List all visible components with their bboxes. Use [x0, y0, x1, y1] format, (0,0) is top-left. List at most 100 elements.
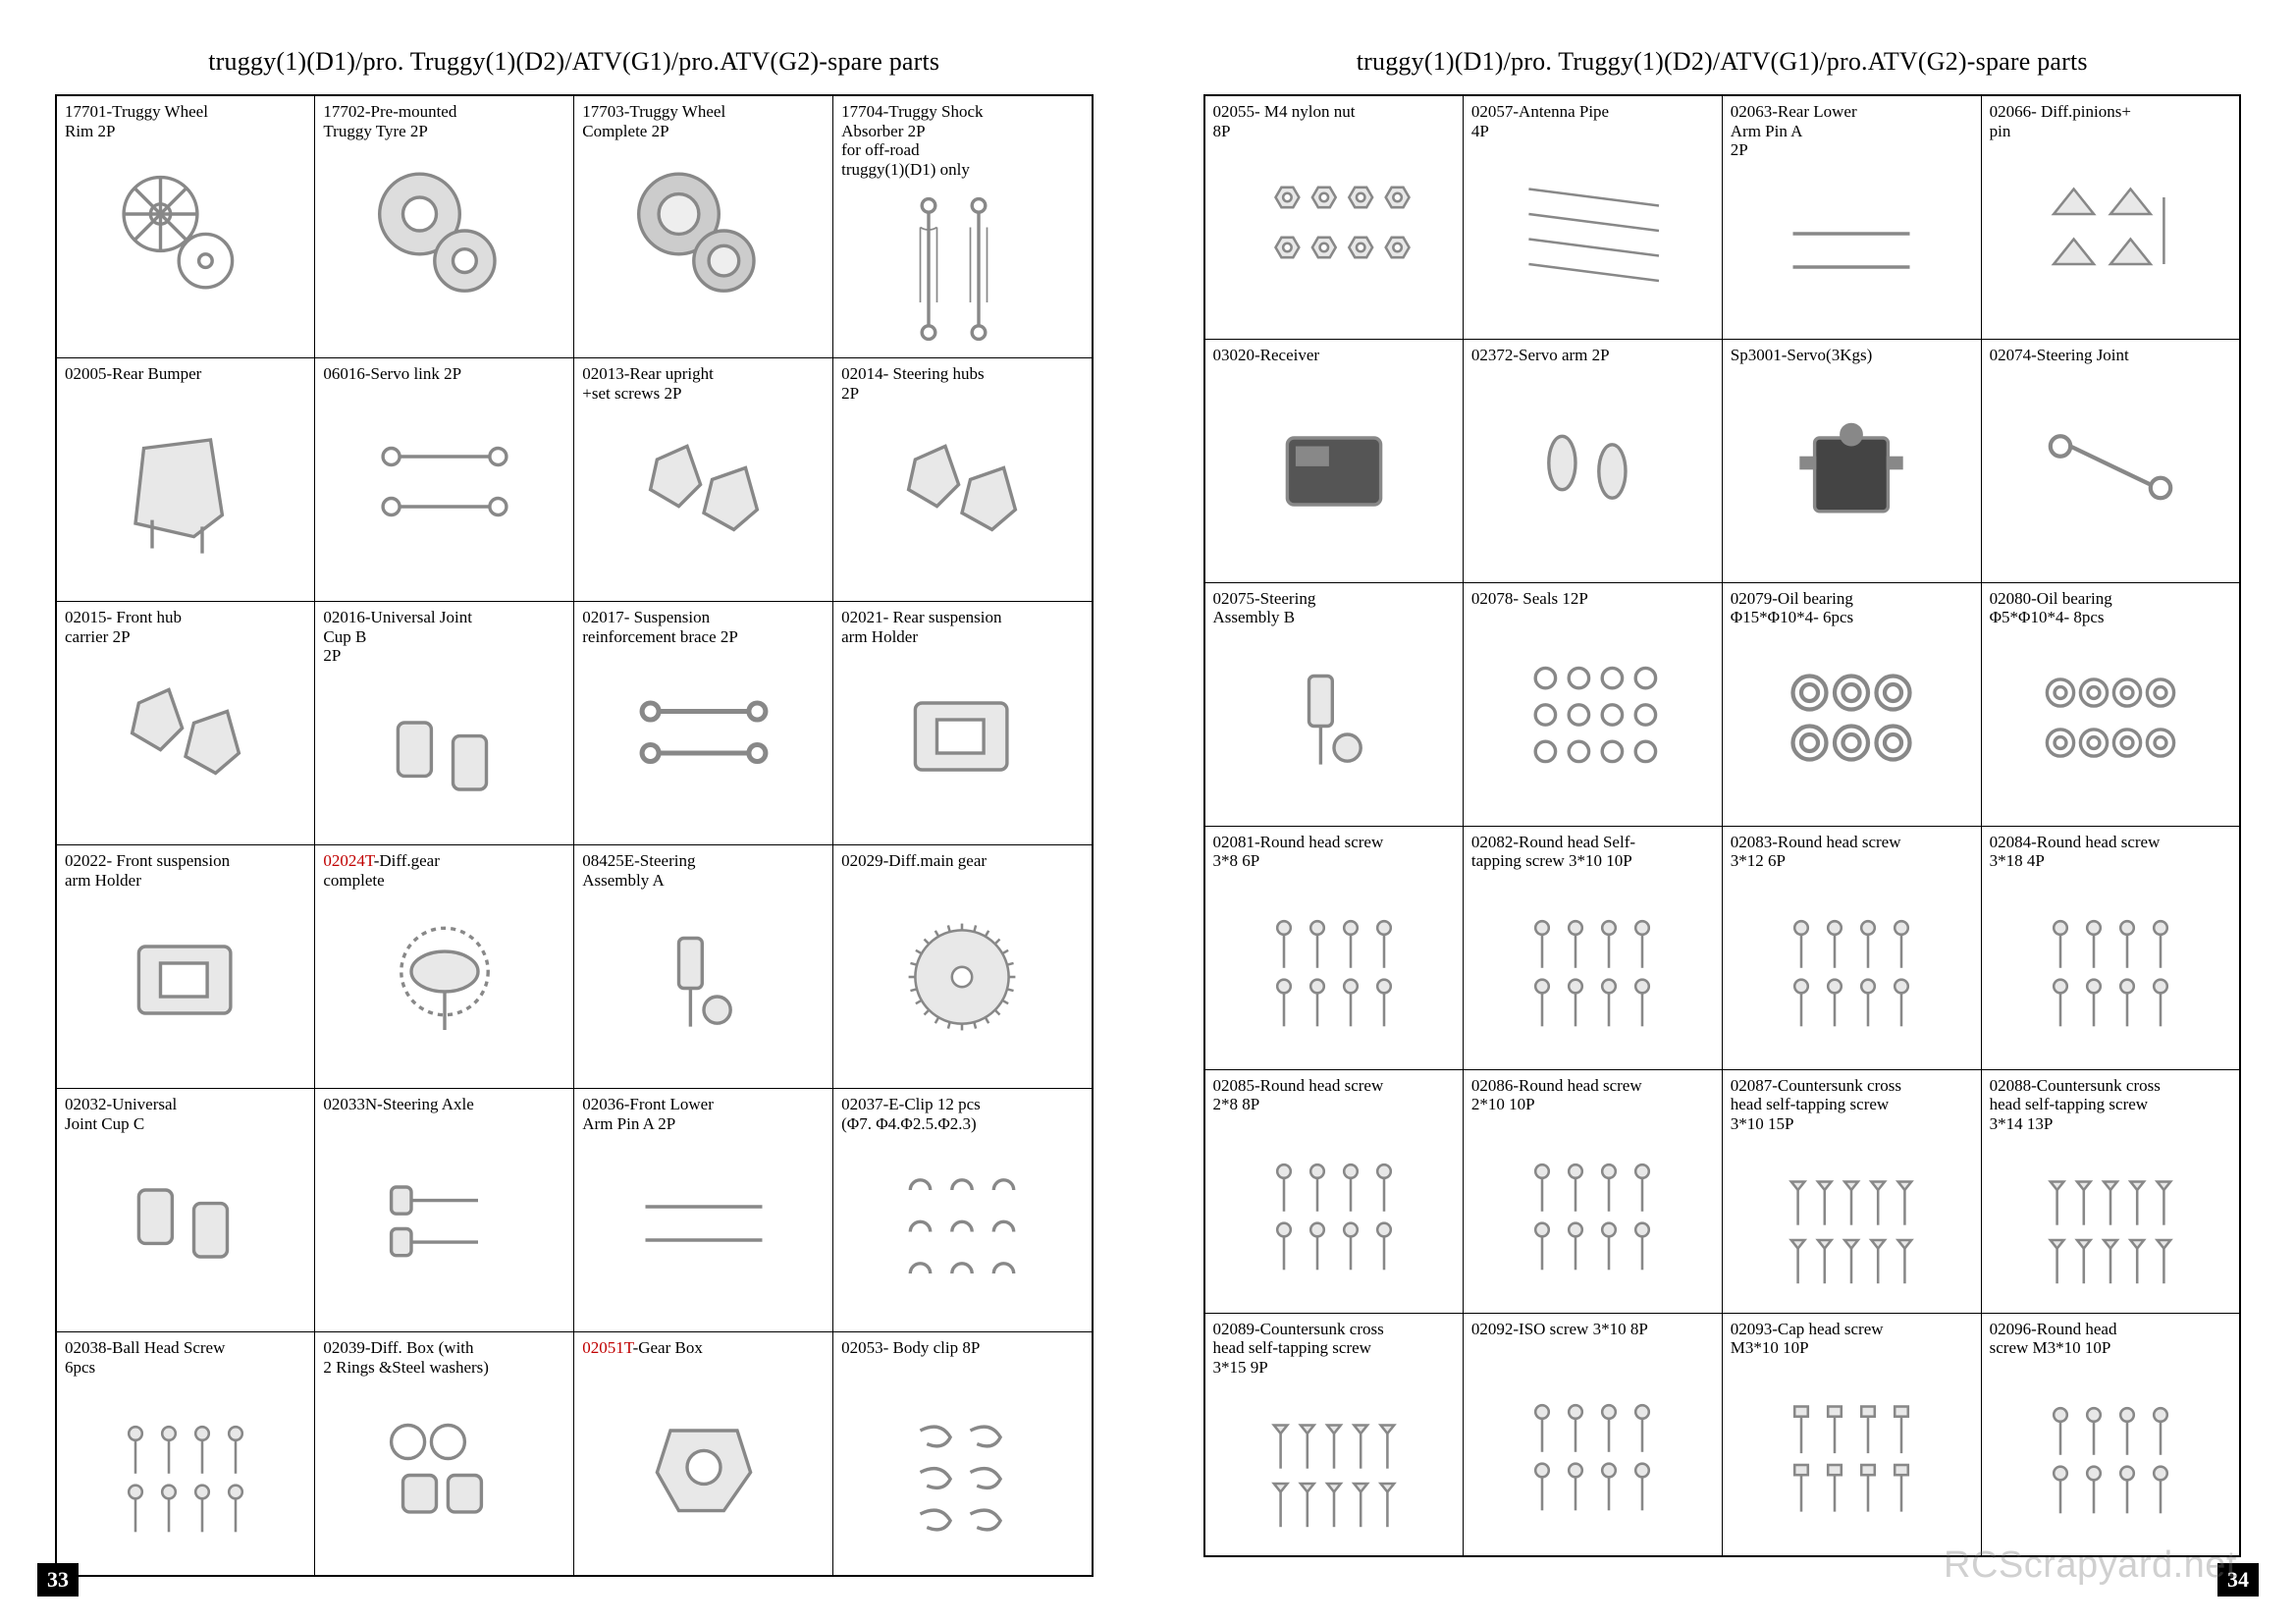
part-label: 02037-E-Clip 12 pcs (Φ7. Φ4.Φ2.5.Φ2.3): [833, 1089, 1091, 1135]
watermark: RCScrapyard.net: [1944, 1544, 2237, 1587]
diff-gear-icon: [315, 892, 573, 1068]
upright-icon: [574, 405, 832, 581]
part-label: 02096-Round head screw M3*10 10P: [1982, 1314, 2239, 1360]
part-label: 02074-Steering Joint: [1982, 340, 2239, 383]
part-cell: 17702-Pre-mounted Truggy Tyre 2P: [315, 95, 574, 358]
parts-row: 03020-Receiver 02372-Servo arm 2P Sp3001…: [1204, 339, 2241, 582]
part-label: 17702-Pre-mounted Truggy Tyre 2P: [315, 96, 573, 142]
part-label: 03020-Receiver: [1205, 340, 1463, 383]
part-cell: 02053- Body clip 8P: [833, 1332, 1093, 1576]
part-label: 02081-Round head screw 3*8 6P: [1205, 827, 1463, 873]
arm-pin-icon: [1723, 162, 1981, 339]
part-cell: 02014- Steering hubs 2P: [833, 358, 1093, 602]
part-label: 17704-Truggy Shock Absorber 2P for off-r…: [833, 96, 1091, 181]
steering-joint-icon: [1982, 383, 2239, 560]
part-label: 02078- Seals 12P: [1464, 583, 1722, 626]
bearing-icon: [1723, 629, 1981, 806]
part-label: 02015- Front hub carrier 2P: [57, 602, 314, 648]
antenna-icon: [1464, 142, 1722, 319]
part-cell: 02084-Round head screw 3*18 4P: [1981, 826, 2240, 1069]
part-label: 02055- M4 nylon nut 8P: [1205, 96, 1463, 142]
part-cell: 02079-Oil bearing Φ15*Φ10*4- 6pcs: [1722, 582, 1981, 826]
part-label: 02088-Countersunk cross head self-tappin…: [1982, 1070, 2239, 1136]
parts-row: 17701-Truggy Wheel Rim 2P 17702-Pre-moun…: [56, 95, 1093, 358]
body-clip-icon: [833, 1376, 1091, 1552]
part-cell: 02022- Front suspension arm Holder: [56, 845, 315, 1089]
part-label: 02013-Rear upright +set screws 2P: [574, 358, 832, 405]
part-cell: 02037-E-Clip 12 pcs (Φ7. Φ4.Φ2.5.Φ2.3): [833, 1089, 1093, 1332]
cap-screw-icon: [1723, 1360, 1981, 1537]
parts-row: 02089-Countersunk cross head self-tappin…: [1204, 1313, 2241, 1556]
part-cell: 02013-Rear upright +set screws 2P: [574, 358, 833, 602]
part-cell: 02015- Front hub carrier 2P: [56, 602, 315, 845]
csk-screw-icon: [1205, 1379, 1463, 1555]
part-cell: 02051T-Gear Box: [574, 1332, 833, 1576]
part-label: 02085-Round head screw 2*8 8P: [1205, 1070, 1463, 1116]
part-cell: 02016-Universal Joint Cup B 2P: [315, 602, 574, 845]
ball-screw-icon: [57, 1379, 314, 1555]
arm-pin-icon: [574, 1135, 832, 1312]
hub-carrier-icon: [57, 648, 314, 825]
part-label: 02087-Countersunk cross head self-tappin…: [1723, 1070, 1981, 1136]
part-cell: 02085-Round head screw 2*8 8P: [1204, 1069, 1464, 1313]
part-label: 02014- Steering hubs 2P: [833, 358, 1091, 405]
part-label: 02089-Countersunk cross head self-tappin…: [1205, 1314, 1463, 1380]
parts-row: 02022- Front suspension arm Holder 02024…: [56, 845, 1093, 1089]
part-cell: 02055- M4 nylon nut 8P: [1204, 95, 1464, 339]
part-label: 02032-Universal Joint Cup C: [57, 1089, 314, 1135]
part-cell: 02087-Countersunk cross head self-tappin…: [1722, 1069, 1981, 1313]
parts-row: 02085-Round head screw 2*8 8P 02086-Roun…: [1204, 1069, 2241, 1313]
screw-icon: [1723, 873, 1981, 1050]
part-cell: 02017- Suspension reinforcement brace 2P: [574, 602, 833, 845]
arm-holder-icon: [833, 648, 1091, 825]
part-cell: 17703-Truggy Wheel Complete 2P: [574, 95, 833, 358]
part-label: 02092-ISO screw 3*10 8P: [1464, 1314, 1722, 1357]
part-label: 02075-Steering Assembly B: [1205, 583, 1463, 629]
servo-icon: [1723, 383, 1981, 560]
part-label: 02016-Universal Joint Cup B 2P: [315, 602, 573, 668]
steering-assy-icon: [574, 892, 832, 1068]
part-cell: 02078- Seals 12P: [1463, 582, 1722, 826]
part-label: 02036-Front Lower Arm Pin A 2P: [574, 1089, 832, 1135]
part-cell: 17704-Truggy Shock Absorber 2P for off-r…: [833, 95, 1093, 358]
wheel-rim-icon: [57, 142, 314, 319]
shock-icon: [833, 181, 1091, 357]
gearbox-icon: [574, 1376, 832, 1552]
part-label: 02083-Round head screw 3*12 6P: [1723, 827, 1981, 873]
part-cell: 02088-Countersunk cross head self-tappin…: [1981, 1069, 2240, 1313]
part-label: Sp3001-Servo(3Kgs): [1723, 340, 1981, 383]
joint-cup-icon: [315, 668, 573, 844]
screw-icon: [1205, 1116, 1463, 1293]
part-cell: 02089-Countersunk cross head self-tappin…: [1204, 1313, 1464, 1556]
parts-row: 02032-Universal Joint Cup C 02033N-Steer…: [56, 1089, 1093, 1332]
part-cell: 02033N-Steering Axle: [315, 1089, 574, 1332]
part-label: 02063-Rear Lower Arm Pin A 2P: [1723, 96, 1981, 162]
screw-icon: [1982, 873, 2239, 1050]
part-cell: 02092-ISO screw 3*10 8P: [1463, 1313, 1722, 1556]
part-cell: 02039-Diff. Box (with 2 Rings &Steel was…: [315, 1332, 574, 1576]
screw-icon: [1205, 873, 1463, 1050]
part-cell: 02021- Rear suspension arm Holder: [833, 602, 1093, 845]
part-cell: 02080-Oil bearing Φ5*Φ10*4- 8pcs: [1981, 582, 2240, 826]
part-label: 06016-Servo link 2P: [315, 358, 573, 402]
part-label: 02079-Oil bearing Φ15*Φ10*4- 6pcs: [1723, 583, 1981, 629]
hubs-icon: [833, 405, 1091, 581]
part-cell: 02093-Cap head screw M3*10 10P: [1722, 1313, 1981, 1556]
page-right: truggy(1)(D1)/pro. Truggy(1)(D2)/ATV(G1)…: [1148, 0, 2296, 1624]
part-cell: 02024T-Diff.gear complete: [315, 845, 574, 1089]
arm-holder-2-icon: [57, 892, 314, 1068]
bearing-small-icon: [1982, 629, 2239, 806]
steering-b-icon: [1205, 629, 1463, 806]
part-cell: 02005-Rear Bumper: [56, 358, 315, 602]
page-spread: truggy(1)(D1)/pro. Truggy(1)(D2)/ATV(G1)…: [0, 0, 2296, 1624]
servo-link-icon: [315, 402, 573, 578]
parts-row: 02015- Front hub carrier 2P 02016-Univer…: [56, 602, 1093, 845]
diff-box-icon: [315, 1379, 573, 1555]
screw-icon: [1464, 1116, 1722, 1293]
part-cell: 17701-Truggy Wheel Rim 2P: [56, 95, 315, 358]
part-label: 02082-Round head Self- tapping screw 3*1…: [1464, 827, 1722, 873]
parts-row: 02075-Steering Assembly B 02078- Seals 1…: [1204, 582, 2241, 826]
part-cell: 02057-Antenna Pipe 4P: [1463, 95, 1722, 339]
tyre-icon: [315, 142, 573, 319]
parts-row: 02038-Ball Head Screw 6pcs 02039-Diff. B…: [56, 1332, 1093, 1576]
